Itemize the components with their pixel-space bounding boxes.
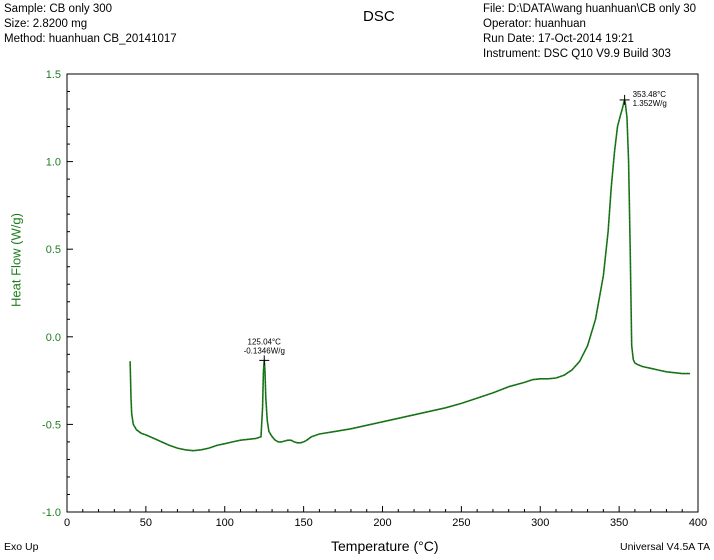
chart-title: DSC — [363, 8, 395, 25]
exo-up-label: Exo Up — [4, 541, 39, 553]
run-date-line: Run Date: 17-Oct-2014 19:21 — [483, 33, 634, 45]
heat-flow-curve-points — [129, 98, 691, 452]
peak-temperature-label: 353.48°C — [633, 90, 667, 99]
operator-line: Operator: huanhuan — [483, 18, 586, 30]
axis-ticks: 0 50 100 150 200 250 300 350 400 -1.0 -0.5 0.0 0.5 1.… — [42, 69, 707, 529]
y-tick-label: 1.5 — [46, 69, 61, 81]
curve-layer — [129, 98, 691, 452]
x-tick-label: 250 — [452, 517, 470, 529]
y-axis-label: Heat Flow (W/g) — [8, 213, 24, 307]
peak-temperature-label: 125.04°C — [248, 337, 282, 346]
x-tick-label: 150 — [294, 517, 312, 529]
file-line: File: D:\DATA\wang huanhuan\CB only 30 — [483, 3, 697, 15]
sample-info: Sample: CB only 300 Size: 2.8200 mg Meth… — [4, 2, 177, 47]
x-tick-label: 350 — [610, 517, 628, 529]
y-tick-label: -1.0 — [42, 507, 61, 519]
run-info: File: D:\DATA\wang huanhuan\CB only 30 O… — [483, 2, 696, 62]
y-tick-label: -0.5 — [42, 419, 61, 431]
x-tick-label: 100 — [216, 517, 234, 529]
x-tick-label: 200 — [373, 517, 391, 529]
x-tick-label: 300 — [531, 517, 549, 529]
instrument-line: Instrument: DSC Q10 V9.9 Build 303 — [483, 48, 671, 60]
x-axis-label: Temperature (°C) — [331, 538, 439, 554]
peak-heatflow-label: 1.352W/g — [633, 99, 667, 108]
x-tick-label: 400 — [689, 517, 707, 529]
y-tick-label: 0.0 — [46, 332, 61, 344]
y-tick-label: 1.0 — [46, 157, 61, 169]
peak-heatflow-label: -0.1346W/g — [244, 346, 285, 355]
size-line: Size: 2.8200 mg — [4, 18, 88, 30]
software-version: Universal V4.5A TA — [620, 541, 711, 553]
sample-line: Sample: CB only 300 — [4, 3, 113, 15]
y-tick-label: 0.5 — [46, 244, 61, 256]
heat-flow-curve — [129, 99, 691, 452]
method-line: Method: huanhuan CB_20141017 — [4, 33, 177, 45]
peak-annotations: 125.04°C-0.1346W/g 353.48°C1.352W/g — [244, 90, 667, 366]
plot-frame — [66, 73, 699, 513]
x-tick-label: 50 — [140, 517, 152, 529]
x-tick-label: 0 — [64, 517, 70, 529]
